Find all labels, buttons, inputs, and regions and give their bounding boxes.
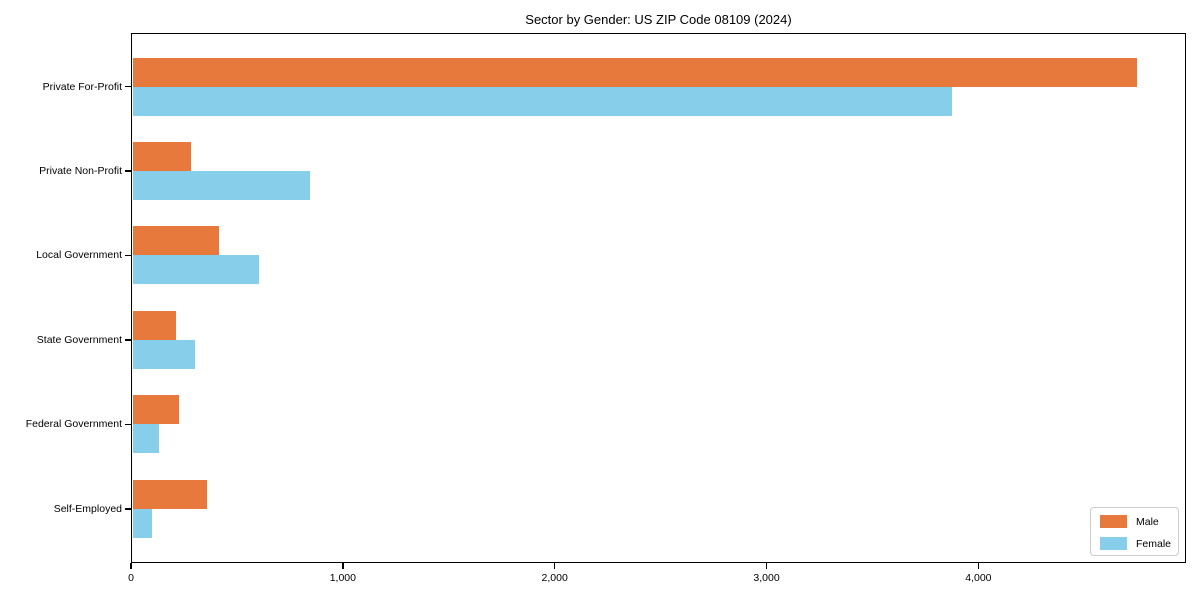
y-axis-tick [125, 423, 131, 426]
legend-swatch-female-icon [1100, 537, 1127, 550]
x-axis-tick [765, 563, 768, 569]
x-axis-tick [977, 563, 980, 569]
legend-swatch-male-icon [1100, 515, 1127, 528]
legend: Male Female [1090, 507, 1179, 556]
y-axis-label: Private Non-Profit [39, 164, 122, 177]
y-axis-label: Federal Government [25, 418, 122, 431]
x-axis-tick [342, 563, 344, 569]
y-axis-tick [125, 339, 131, 341]
x-axis-tick-label: 1,000 [329, 572, 356, 584]
y-axis-tick [125, 254, 131, 257]
x-axis-tick-label: 0 [128, 572, 134, 584]
y-axis-label: Self-Employed [53, 502, 122, 515]
y-axis-label: Local Government [36, 249, 122, 262]
bar-female-5 [132, 424, 159, 454]
legend-label-male: Male [1136, 515, 1159, 528]
bar-female-3 [132, 255, 260, 285]
plot-area [131, 33, 1186, 563]
legend-item-male: Male [1100, 515, 1170, 528]
bar-male-1 [132, 57, 1138, 87]
bar-male-5 [132, 395, 180, 425]
bar-female-6 [132, 508, 152, 538]
y-axis-tick [125, 85, 131, 88]
bar-male-3 [132, 226, 219, 256]
y-axis-label: Private For-Profit [42, 80, 122, 93]
bar-male-2 [132, 141, 191, 171]
x-axis-tick-label: 4,000 [965, 572, 992, 584]
legend-label-female: Female [1136, 537, 1172, 550]
bar-female-2 [132, 170, 311, 200]
x-axis-tick [130, 563, 132, 569]
x-axis-tick-label: 2,000 [541, 572, 568, 584]
bar-female-1 [132, 86, 952, 116]
x-axis-tick-label: 3,000 [753, 572, 780, 584]
legend-item-female: Female [1100, 537, 1172, 550]
y-axis-tick [125, 170, 131, 172]
bar-male-6 [132, 479, 207, 509]
bar-female-4 [132, 339, 195, 369]
y-axis-label: State Government [36, 333, 122, 346]
x-axis-tick [553, 563, 556, 569]
bar-male-4 [132, 310, 176, 340]
y-axis-tick [125, 508, 131, 510]
chart-title: Sector by Gender: US ZIP Code 08109 (202… [525, 12, 792, 27]
